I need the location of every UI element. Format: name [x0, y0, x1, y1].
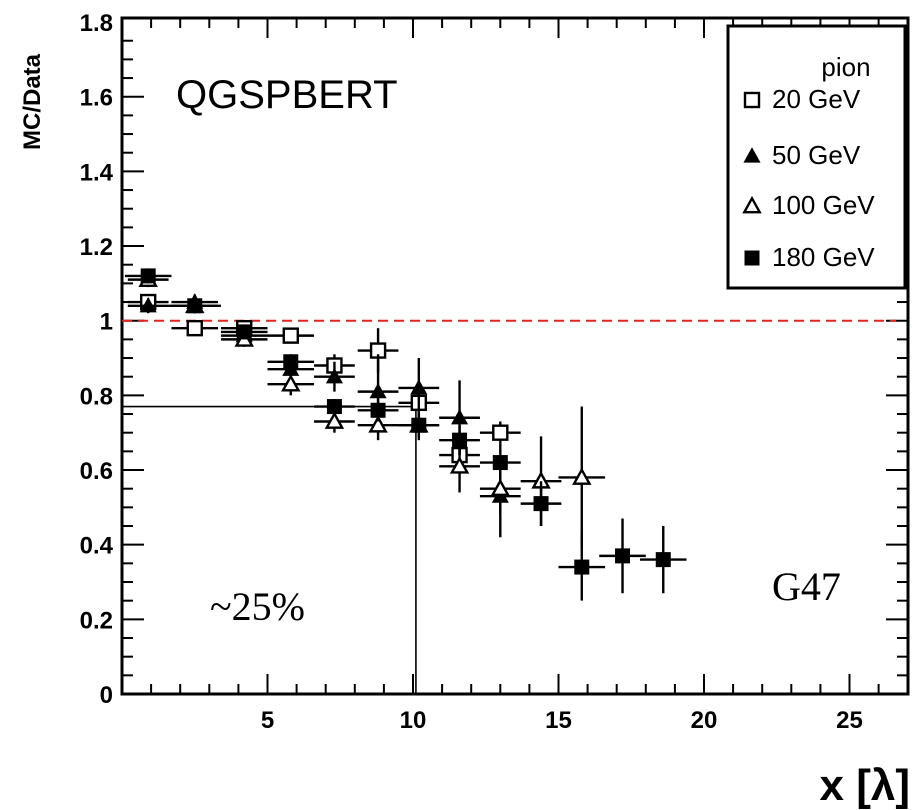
data-point	[325, 367, 343, 384]
legend-marker	[742, 195, 762, 214]
series-180-gev	[124, 268, 687, 601]
data-point	[655, 552, 671, 568]
plot-frame	[120, 16, 910, 696]
data-point	[410, 379, 428, 395]
data-point	[186, 319, 203, 337]
legend-label: 100 GeV	[772, 190, 875, 220]
y-tick-label: 1.8	[80, 10, 113, 37]
data-point	[139, 297, 157, 313]
annotation-percent: ~25%	[210, 584, 305, 629]
y-tick-label: 0.2	[80, 607, 113, 634]
data-point	[449, 456, 470, 474]
data-point	[236, 324, 252, 340]
data-point	[411, 417, 427, 433]
y-axis-label: MC/Data	[19, 53, 46, 150]
y-tick-label: 0.8	[80, 383, 113, 410]
data-point	[492, 455, 508, 471]
y-tick-label: 0.6	[80, 458, 113, 485]
data-point	[281, 373, 301, 392]
data-point	[368, 415, 388, 433]
y-tick-label: 1.4	[80, 159, 114, 186]
annotation-model: QGSPBERT	[176, 73, 398, 117]
data-point	[574, 559, 590, 575]
x-tick-labels: 5 10 15 20 25	[261, 707, 863, 734]
data-point	[326, 399, 342, 415]
y-tick-label: 1.2	[80, 234, 113, 261]
y-tick-label: 0.4	[80, 533, 114, 560]
data-point	[490, 478, 511, 497]
y-tick-labels: 0 0.2 0.4 0.6 0.8 1 1.2 1.4 1.6 1.8	[80, 10, 114, 709]
data-point	[283, 354, 299, 370]
x-axis-label: x [λ]	[820, 761, 910, 810]
series-layer	[124, 268, 687, 601]
legend-label: 180 GeV	[772, 242, 875, 272]
data-point	[282, 327, 299, 344]
data-point	[369, 382, 387, 399]
data-point	[370, 402, 386, 418]
data-point	[492, 424, 509, 441]
legend-label: 50 GeV	[772, 140, 861, 170]
legend-marker	[743, 147, 761, 163]
legend-marker	[744, 250, 760, 266]
y-tick-label: 1.6	[80, 85, 113, 112]
data-point	[572, 467, 592, 485]
data-point	[187, 298, 203, 314]
x-tick-label: 25	[836, 707, 863, 734]
legend-marker	[743, 91, 761, 109]
data-point	[452, 432, 468, 448]
x-tick-label: 20	[691, 707, 718, 734]
x-tick-label: 10	[400, 707, 427, 734]
data-point	[140, 268, 156, 284]
legend: pion 20 GeV 50 GeV 100 GeV 180 GeV	[726, 24, 907, 290]
y-tick-label: 1	[100, 309, 113, 336]
data-point	[451, 409, 469, 425]
legend-entries: 20 GeV 50 GeV 100 GeV 180 GeV	[742, 84, 875, 272]
legend-title: pion	[821, 52, 870, 82]
data-point	[533, 496, 549, 512]
data-point	[324, 411, 345, 429]
data-point	[615, 548, 631, 564]
x-tick-label: 15	[545, 707, 572, 734]
y-tick-label: 0	[100, 682, 113, 709]
legend-label: 20 GeV	[772, 84, 861, 114]
legend-box	[726, 24, 907, 290]
annotation-tag: G47	[772, 564, 841, 609]
x-tick-label: 5	[261, 707, 274, 734]
